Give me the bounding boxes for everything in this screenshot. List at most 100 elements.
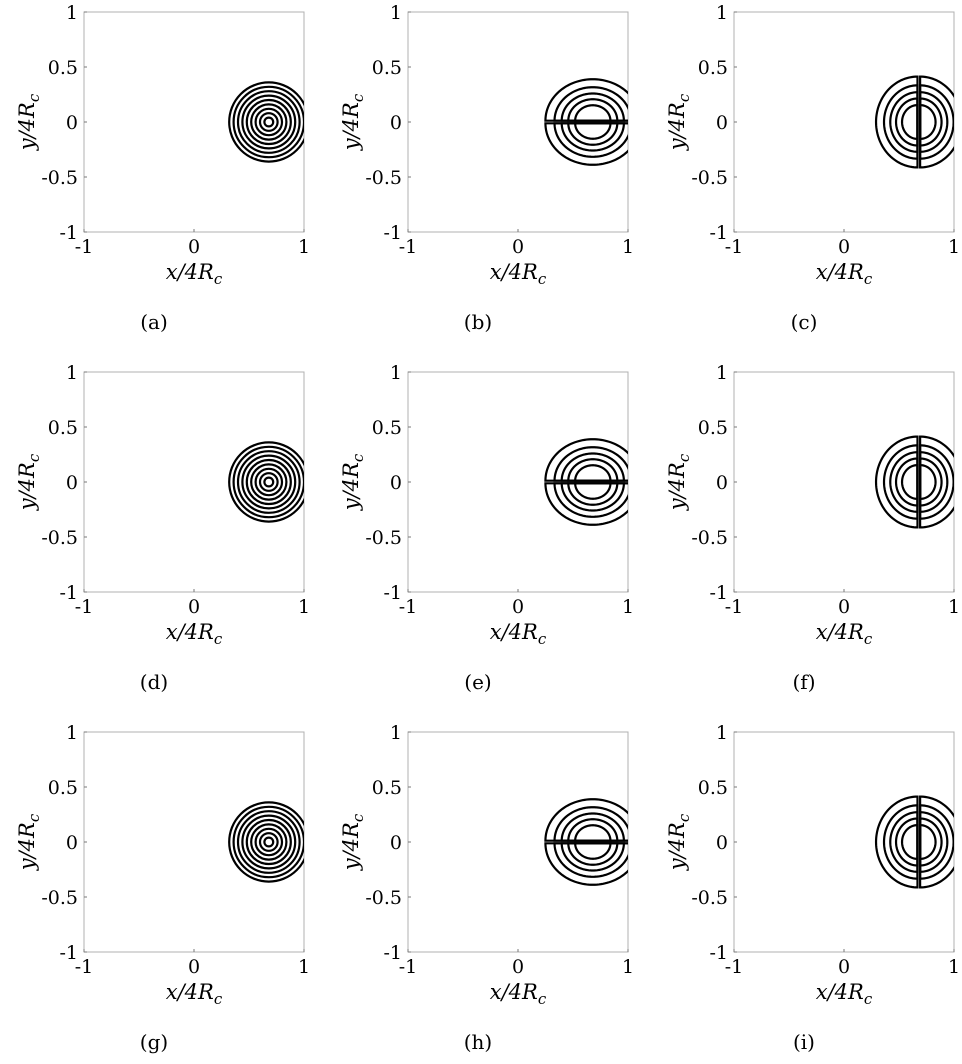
contour-line (245, 98, 292, 146)
contour-line (889, 451, 919, 513)
x-axis-label: x/4Rc (816, 620, 873, 648)
contour-line (544, 842, 628, 886)
contour-line (919, 463, 937, 501)
x-tick-label: 1 (622, 596, 634, 618)
contour-line (544, 122, 628, 166)
contour-line (919, 451, 949, 513)
x-tick-label: 0 (188, 236, 200, 258)
plot-frame (83, 731, 305, 953)
x-tick-label: -1 (399, 236, 418, 258)
contour-line (889, 811, 919, 873)
y-tick-label: 0 (66, 832, 78, 854)
y-tick-label: -1 (383, 222, 402, 244)
panel-label: (a) (140, 310, 168, 334)
panel-h: -1 0 1 -1 -0.5 0 0.5 1 x/4Rc y/4Rc (h) (339, 722, 634, 1054)
panel-label: (f) (792, 670, 815, 694)
y-tick-label: 1 (716, 2, 728, 24)
x-tick-label: 0 (188, 596, 200, 618)
contour-line (882, 804, 919, 880)
contour-line (553, 446, 628, 482)
contour-line (560, 92, 626, 122)
contour-line (228, 441, 304, 523)
plot-frame (407, 731, 629, 953)
contour-line (254, 107, 284, 137)
contour-line (228, 81, 304, 163)
contour-line (544, 438, 628, 482)
contour-line (553, 806, 628, 842)
contour-line (228, 801, 304, 883)
contour-line (919, 811, 949, 873)
x-axis-label: x/4Rc (816, 980, 873, 1008)
y-tick-label: -0.5 (691, 527, 728, 549)
y-tick-label: 0.5 (48, 777, 78, 799)
contour-line (241, 814, 297, 870)
panel-label: (b) (464, 310, 492, 334)
y-tick-label: -1 (709, 582, 728, 604)
y-axis-label: y/4Rc (339, 813, 367, 871)
y-tick-label: 0 (390, 112, 402, 134)
y-tick-label: -1 (59, 582, 78, 604)
y-axis-label: y/4Rc (665, 813, 693, 871)
contour-line (263, 116, 275, 128)
x-axis-label: x/4Rc (166, 620, 223, 648)
contour-line (874, 795, 919, 889)
contour-line (919, 804, 954, 880)
y-axis-label: y/4Rc (15, 93, 43, 151)
contour-line (250, 463, 288, 501)
panel-d: -1 0 1 -1 -0.5 0 0.5 1 x/4Rc y/4Rc (d) (15, 362, 310, 694)
y-tick-label: 0 (716, 472, 728, 494)
y-tick-label: -1 (59, 942, 78, 964)
y-tick-label: -0.5 (365, 887, 402, 909)
x-tick-label: 1 (948, 596, 960, 618)
x-tick-label: 1 (298, 956, 310, 978)
y-axis-label: y/4Rc (339, 93, 367, 151)
y-tick-label: 0.5 (372, 417, 402, 439)
panel-label: (h) (464, 1030, 493, 1054)
contour-line (567, 122, 619, 146)
contour-line (919, 97, 943, 147)
contour-line (245, 818, 292, 866)
x-tick-label: -1 (75, 596, 94, 618)
x-tick-label: 0 (512, 596, 524, 618)
contour-line (919, 817, 943, 867)
panel-e: -1 0 1 -1 -0.5 0 0.5 1 x/4Rc y/4Rc (e) (339, 362, 634, 694)
y-tick-label: 0 (716, 832, 728, 854)
y-tick-label: -1 (709, 222, 728, 244)
panel-g: -1 0 1 -1 -0.5 0 0.5 1 x/4Rc y/4Rc (g) (15, 722, 310, 1054)
x-tick-label: 1 (298, 596, 310, 618)
y-tick-label: 0.5 (698, 777, 728, 799)
contour-line (919, 91, 949, 153)
contour-line (258, 832, 279, 852)
contour-line (574, 482, 612, 500)
contour-line (900, 823, 919, 861)
plot-frame (83, 11, 305, 233)
contour-line (553, 86, 628, 122)
contour-line (574, 824, 612, 842)
contour-line (553, 482, 628, 518)
contour-line (874, 75, 919, 169)
y-tick-label: 1 (390, 2, 402, 24)
contour-line (882, 444, 919, 520)
y-axis-label: y/4Rc (15, 453, 43, 511)
y-tick-label: 0.5 (48, 417, 78, 439)
contour-line (919, 795, 954, 889)
y-tick-label: -0.5 (365, 527, 402, 549)
x-tick-label: 0 (188, 956, 200, 978)
contour-line (889, 91, 919, 153)
contour-line (919, 103, 937, 141)
panel-a: -1 0 1 -1 -0.5 0 0.5 1 x/4Rc y/4Rc (a) (15, 2, 310, 334)
y-tick-label: 1 (716, 722, 728, 744)
contour-line (560, 482, 626, 512)
contour-line (919, 75, 954, 169)
x-tick-label: 1 (622, 956, 634, 978)
contour-line (567, 458, 619, 482)
y-tick-label: -1 (383, 582, 402, 604)
y-tick-label: -0.5 (365, 167, 402, 189)
contour-line (919, 823, 937, 861)
contour-line (894, 457, 919, 507)
y-tick-label: 0 (66, 112, 78, 134)
plot-frame (83, 371, 305, 593)
x-tick-label: 0 (838, 236, 850, 258)
x-tick-label: 1 (948, 956, 960, 978)
y-tick-label: -0.5 (41, 527, 78, 549)
